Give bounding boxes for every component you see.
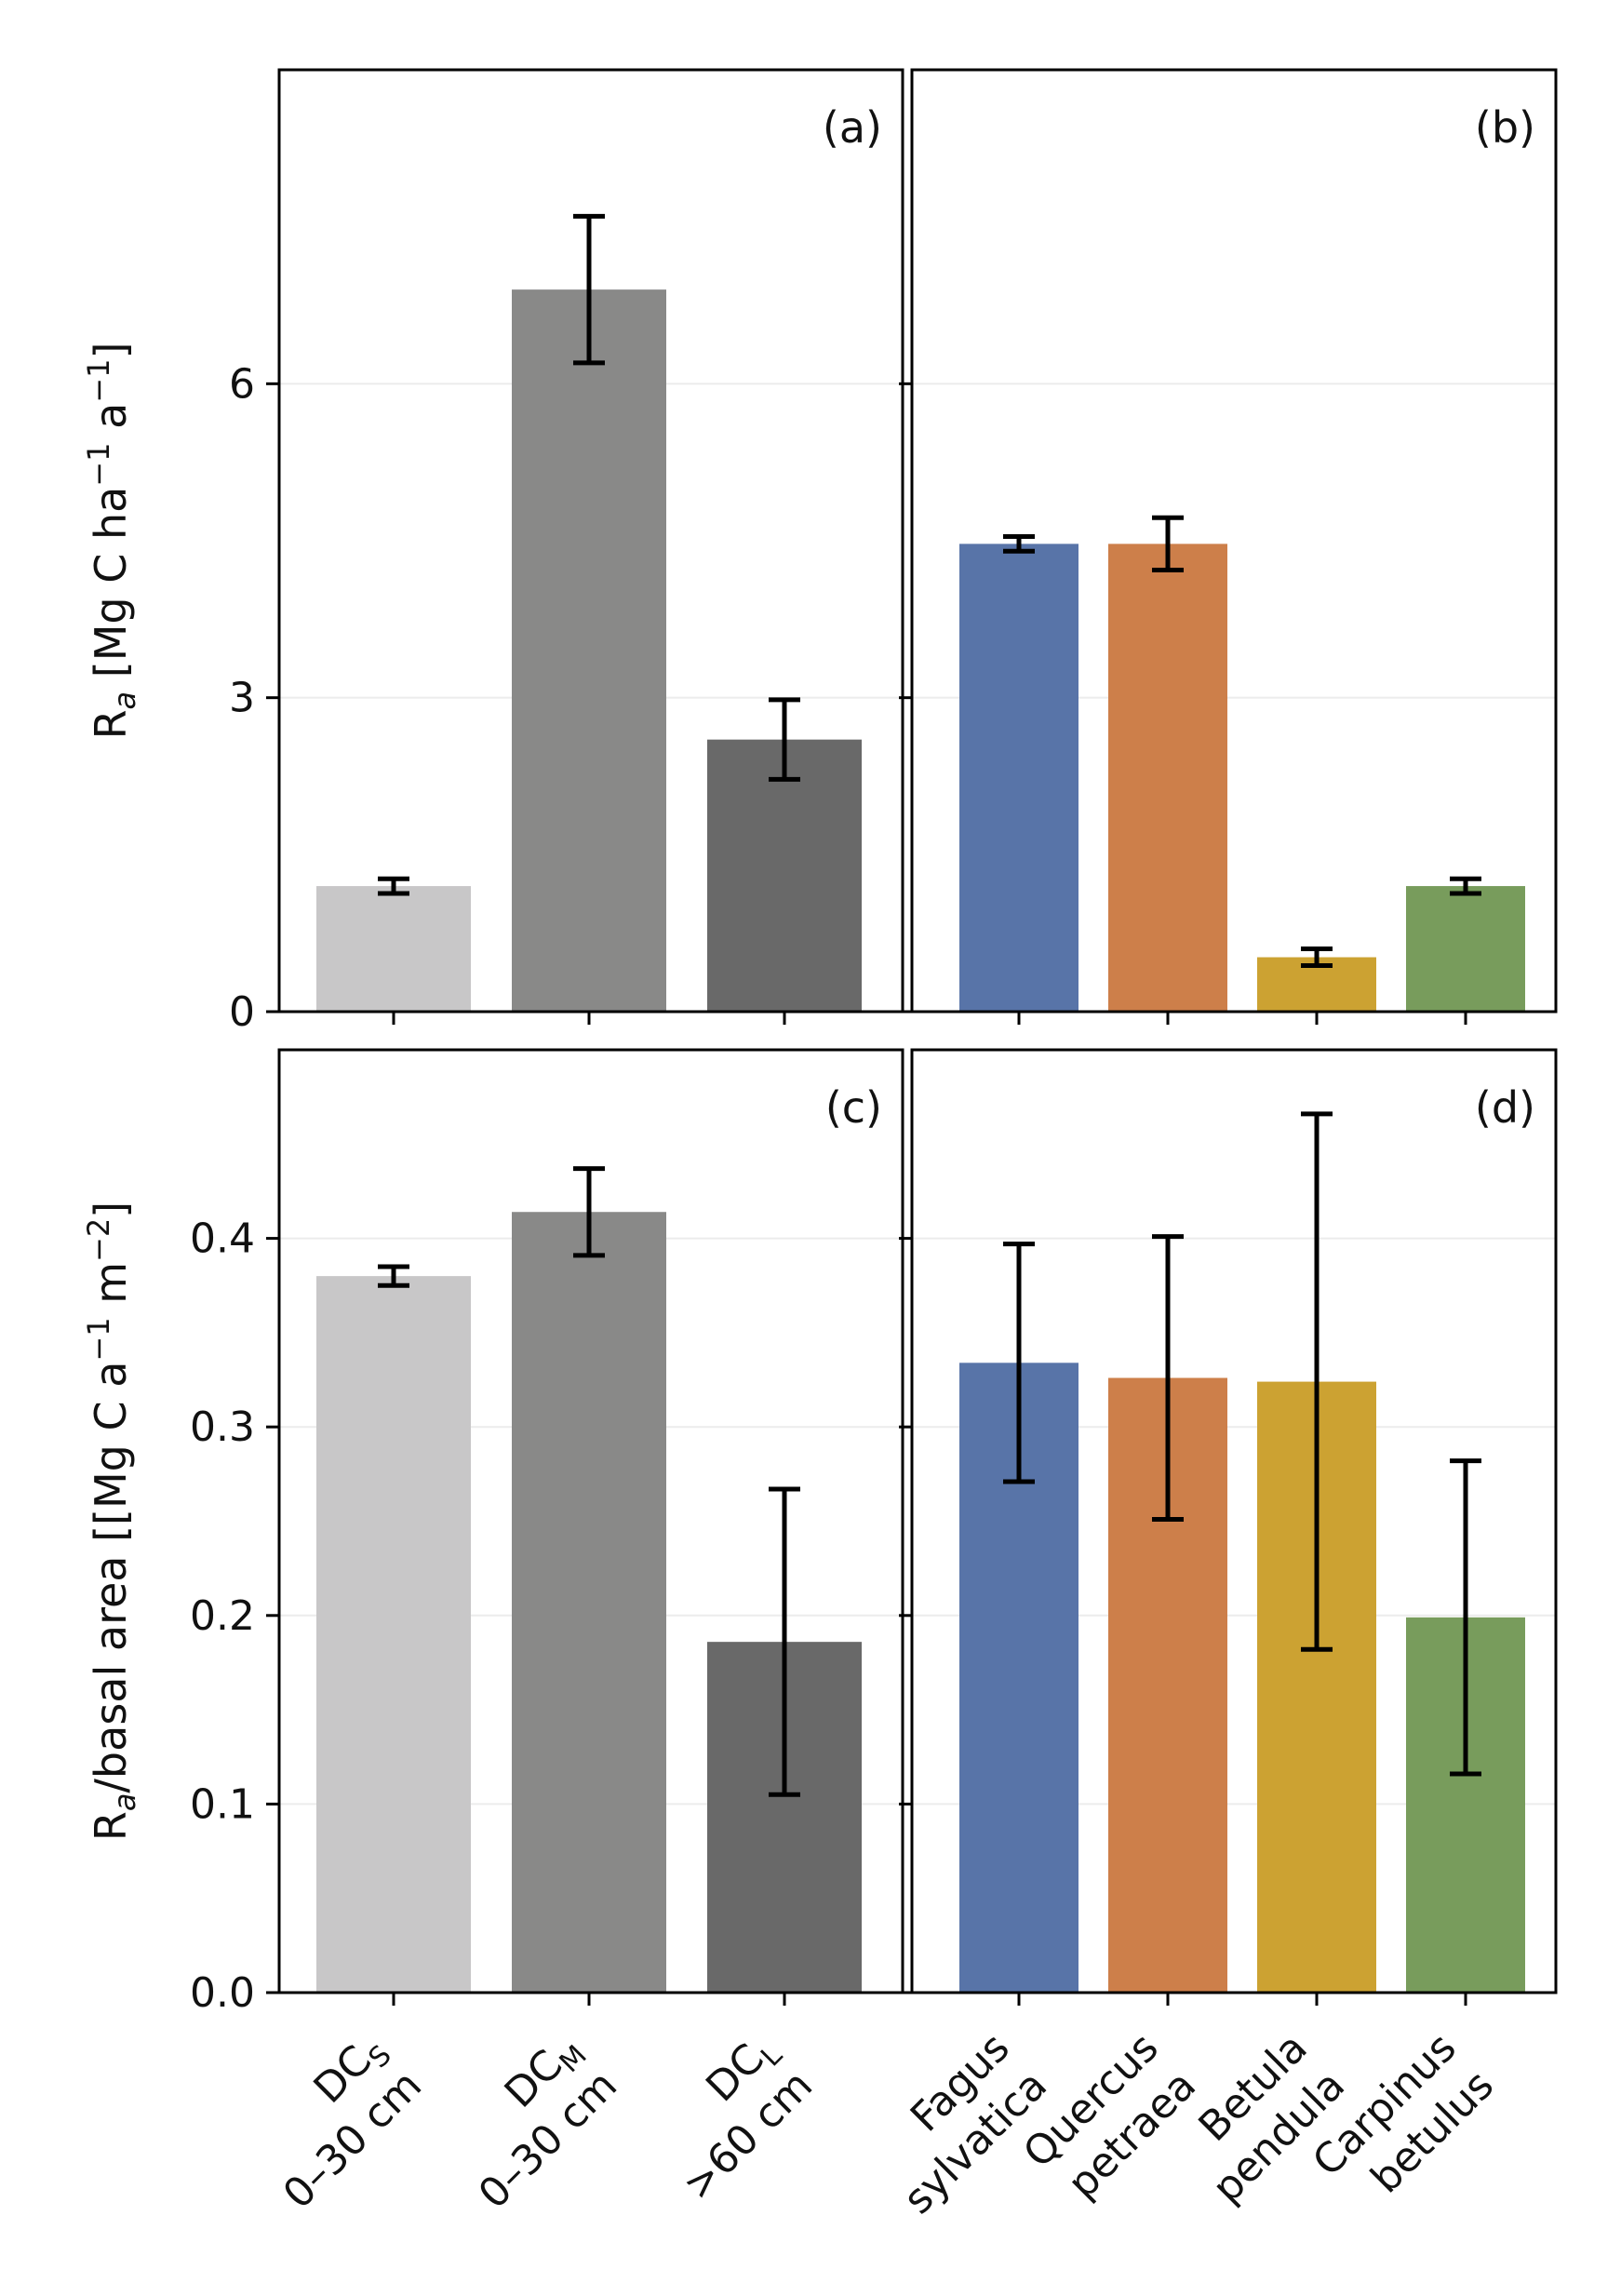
- panel-tag-a: (a): [823, 102, 882, 153]
- error-bar-b-3: [1450, 876, 1481, 896]
- y-axis-label-top: Ra [Mg C ha−1 a−1]: [81, 342, 142, 740]
- error-bar-b-0: [1003, 534, 1035, 554]
- y-tick-label-a-2: 6: [229, 360, 255, 408]
- panel-tag-c: (c): [825, 1082, 882, 1133]
- y-tick-label-a-1: 3: [229, 675, 255, 722]
- x-tick-label-c-1: DCM0–30 cm: [432, 2024, 626, 2219]
- y-tick-label-c-0: 0.0: [190, 1969, 255, 2017]
- axes-frame-b: [910, 68, 1558, 1014]
- bar-a-0: [316, 886, 471, 1012]
- bar-a-2: [707, 739, 862, 1012]
- error-bar-b-1: [1152, 515, 1184, 572]
- x-tick-label-c-0: DCS0–30 cm: [236, 2024, 431, 2219]
- ticks-layer: [266, 382, 1467, 2006]
- bar-c-0: [316, 1276, 471, 1993]
- error-bars-layer: [378, 213, 1481, 1797]
- y-tick-label-c-2: 0.2: [190, 1592, 255, 1640]
- bar-b-0: [959, 544, 1078, 1012]
- error-bar-a-1: [573, 213, 605, 366]
- panel-tag-d: (d): [1475, 1082, 1535, 1133]
- y-tick-label-a-0: 0: [229, 988, 255, 1036]
- x-tick-label-d-2: Betulapendula: [1166, 2024, 1354, 2212]
- panel-tag-b: (b): [1475, 102, 1535, 153]
- frames-layer: [277, 68, 1558, 1994]
- y-tick-label-c-1: 0.1: [190, 1780, 255, 1828]
- error-bar-d-1: [1152, 1234, 1184, 1522]
- bar-b-3: [1406, 886, 1525, 1012]
- y-axis-label-bottom: Ra/basal area [[Mg C a−1 m−2]: [81, 1202, 142, 1841]
- bar-c-1: [512, 1212, 666, 1993]
- error-bar-d-2: [1301, 1111, 1333, 1652]
- error-bar-c-1: [573, 1166, 605, 1258]
- axes-frame-a: [277, 68, 904, 1014]
- axes-frame-d: [910, 1048, 1558, 1994]
- error-bar-c-2: [769, 1486, 800, 1797]
- y-tick-label-c-4: 0.4: [190, 1215, 255, 1263]
- error-bar-a-0: [378, 876, 409, 896]
- axes-frame-c: [277, 1048, 904, 1994]
- y-tick-label-c-3: 0.3: [190, 1403, 255, 1451]
- error-bar-a-2: [769, 697, 800, 782]
- error-bar-d-0: [1003, 1242, 1035, 1484]
- bar-b-1: [1108, 544, 1227, 1012]
- bars-layer: [316, 289, 1525, 1993]
- x-tick-label-d-3: Carpinusbetulus: [1304, 2024, 1503, 2223]
- x-tick-label-d-0: Fagussylvatica: [857, 2024, 1056, 2223]
- error-bar-c-0: [378, 1264, 409, 1288]
- x-tick-label-d-1: Quercuspetraea: [1014, 2024, 1205, 2215]
- error-bar-d-3: [1450, 1458, 1481, 1777]
- error-bar-b-2: [1301, 947, 1333, 969]
- bar-a-1: [512, 289, 666, 1013]
- x-tick-label-c-2: DCL>60 cm: [636, 2024, 823, 2210]
